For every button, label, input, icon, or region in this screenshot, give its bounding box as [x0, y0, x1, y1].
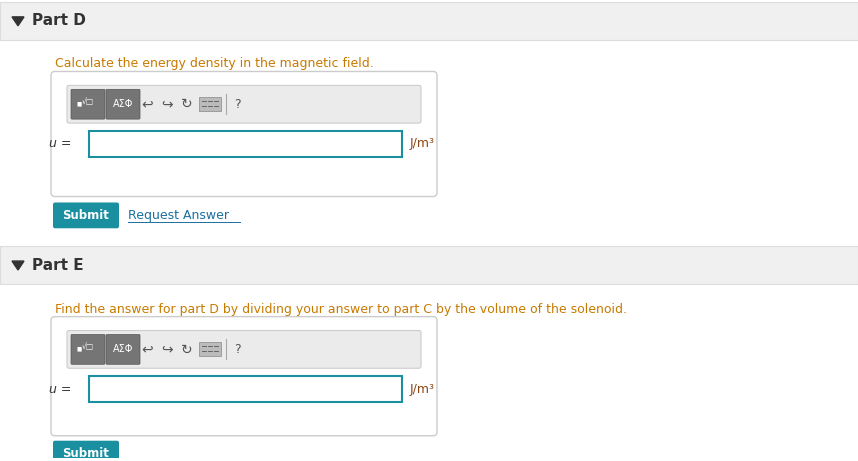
Text: Calculate the energy density in the magnetic field.: Calculate the energy density in the magn…: [55, 57, 374, 70]
Text: Part D: Part D: [32, 13, 86, 28]
FancyBboxPatch shape: [71, 89, 105, 119]
Text: ↪: ↪: [161, 97, 172, 111]
Text: ↻: ↻: [181, 343, 193, 356]
Text: ?: ?: [233, 98, 240, 111]
FancyBboxPatch shape: [51, 317, 437, 436]
Text: Part E: Part E: [32, 258, 83, 272]
FancyBboxPatch shape: [199, 97, 221, 111]
Text: ↻: ↻: [181, 97, 193, 111]
Polygon shape: [12, 17, 24, 26]
Polygon shape: [12, 261, 24, 270]
FancyBboxPatch shape: [89, 376, 402, 402]
FancyBboxPatch shape: [53, 202, 119, 228]
Text: √□: √□: [82, 342, 94, 351]
Text: √□: √□: [82, 97, 94, 106]
FancyBboxPatch shape: [199, 343, 221, 356]
Text: ?: ?: [233, 343, 240, 356]
FancyBboxPatch shape: [0, 246, 858, 284]
FancyBboxPatch shape: [53, 441, 119, 461]
Text: J/m³: J/m³: [410, 137, 435, 150]
FancyBboxPatch shape: [67, 331, 421, 368]
Text: J/m³: J/m³: [410, 383, 435, 396]
FancyBboxPatch shape: [67, 85, 421, 123]
Text: ↪: ↪: [161, 343, 172, 356]
FancyBboxPatch shape: [71, 335, 105, 364]
FancyBboxPatch shape: [106, 335, 140, 364]
Text: ■: ■: [76, 102, 82, 106]
Text: Submit: Submit: [63, 209, 110, 222]
FancyBboxPatch shape: [51, 71, 437, 196]
Text: AΣΦ: AΣΦ: [112, 344, 133, 355]
Text: AΣΦ: AΣΦ: [112, 99, 133, 109]
FancyBboxPatch shape: [0, 2, 858, 40]
Text: u =: u =: [49, 137, 71, 150]
Text: Request Answer: Request Answer: [128, 209, 229, 222]
Text: ↩: ↩: [142, 97, 153, 111]
FancyBboxPatch shape: [89, 131, 402, 157]
Text: ■: ■: [76, 347, 82, 352]
Text: Submit: Submit: [63, 447, 110, 460]
FancyBboxPatch shape: [106, 89, 140, 119]
Text: u =: u =: [49, 383, 71, 396]
Text: Find the answer for part D by dividing your answer to part C by the volume of th: Find the answer for part D by dividing y…: [55, 303, 627, 316]
Text: ↩: ↩: [142, 343, 153, 356]
